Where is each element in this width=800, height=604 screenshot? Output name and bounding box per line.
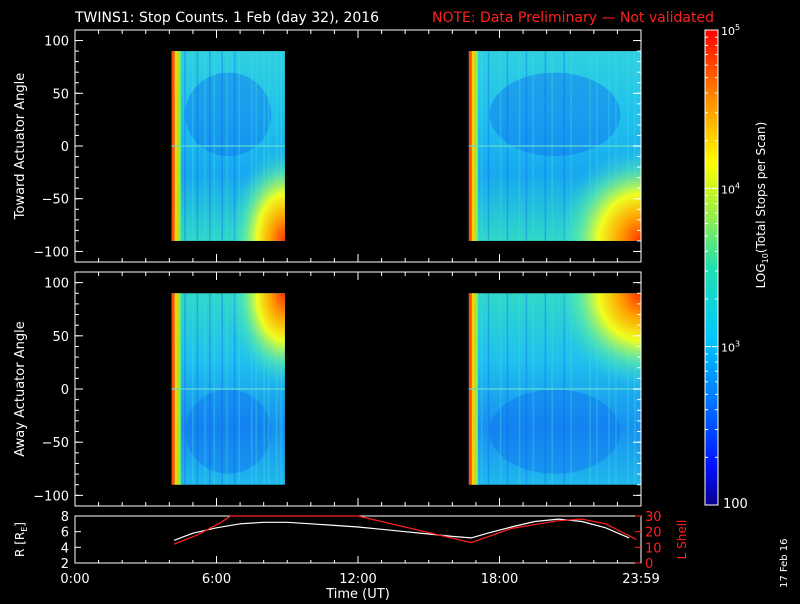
left-tick-label: 8 (61, 510, 69, 525)
colorbar-label-sub: 10 (761, 253, 770, 263)
y-tick-label: −50 (42, 436, 69, 451)
l-shell-axis-label: L Shell (675, 520, 689, 560)
colorbar-tick-exp: 4 (735, 181, 740, 190)
toward-angle-panel: 100 50 0 −50 −100 Toward Actuator Angle (13, 29, 642, 263)
y-tick-label: 0 (61, 140, 69, 155)
colorbar-tick-base: 10 (721, 25, 735, 38)
x-tick-label: 23:59 (622, 572, 659, 587)
r-axis-label-text: R [R (13, 532, 27, 557)
y-tick-label: −100 (33, 245, 69, 260)
away-angle-panel: 100 50 0 −50 −100 Away Actuator Angle (13, 271, 642, 507)
y-tick-label: 50 (52, 330, 69, 345)
heatmap-block (468, 293, 641, 485)
r-axis-label-sub: E (20, 527, 29, 532)
y-axis-label: Toward Actuator Angle (13, 73, 28, 220)
colorbar-tick-label: 104 (721, 181, 740, 196)
colorbar-tick-exp: 3 (735, 340, 740, 349)
heatmap-block (171, 51, 285, 241)
date-stamp: 17 Feb 16 (779, 538, 790, 588)
y-tick-label: 100 (44, 277, 69, 292)
colorbar-tick-exp: 5 (735, 23, 740, 32)
left-tick-label: 6 (61, 526, 69, 541)
x-axis-label: Time (UT) (325, 587, 390, 600)
orbit-plot-frame (74, 515, 642, 564)
x-tick-label: 18:00 (481, 572, 518, 587)
right-tick-label: 20 (645, 526, 662, 541)
x-tick-label: 6:00 (202, 572, 231, 587)
y-tick-label: −50 (42, 193, 69, 208)
left-tick-label: 4 (61, 541, 69, 556)
x-tick-label: 0:00 (60, 572, 89, 587)
colorbar-label: LOG10(Total Stops per Scan) (754, 122, 770, 289)
chart-note: NOTE: Data Preliminary — Not validated (432, 10, 714, 26)
y-tick-label: 0 (61, 383, 69, 398)
left-tick-label: 2 (61, 557, 69, 572)
heatmap-block (468, 51, 641, 241)
r-axis-label: R [RE] (13, 522, 29, 557)
y-tick-label: −100 (33, 489, 69, 504)
l-shell-line (173, 515, 637, 545)
x-tick-label: 12:00 (339, 572, 376, 587)
colorbar-tick-base: 10 (721, 342, 735, 355)
colorbar-tick-label: 103 (721, 340, 740, 355)
chart-title: TWINS1: Stop Counts. 1 Feb (day 32), 201… (74, 10, 379, 26)
right-tick-label: 0 (645, 557, 653, 572)
r-distance-line (173, 518, 630, 541)
colorbar-label-prefix: LOG (754, 263, 768, 288)
colorbar-tick-base: 10 (721, 183, 735, 196)
heatmap-block (171, 293, 285, 485)
right-tick-label: 30 (645, 510, 662, 525)
colorbar-label-suffix: (Total Stops per Scan) (754, 122, 768, 253)
y-tick-label: 100 (44, 35, 69, 50)
right-tick-label: 10 (645, 541, 662, 556)
r-axis-label-end: ] (13, 522, 27, 527)
y-tick-label: 50 (52, 87, 69, 102)
colorbar-tick-label: 105 (721, 23, 740, 38)
colorbar-bottom-label: 100 (723, 497, 748, 512)
y-axis-label: Away Actuator Angle (13, 321, 28, 456)
